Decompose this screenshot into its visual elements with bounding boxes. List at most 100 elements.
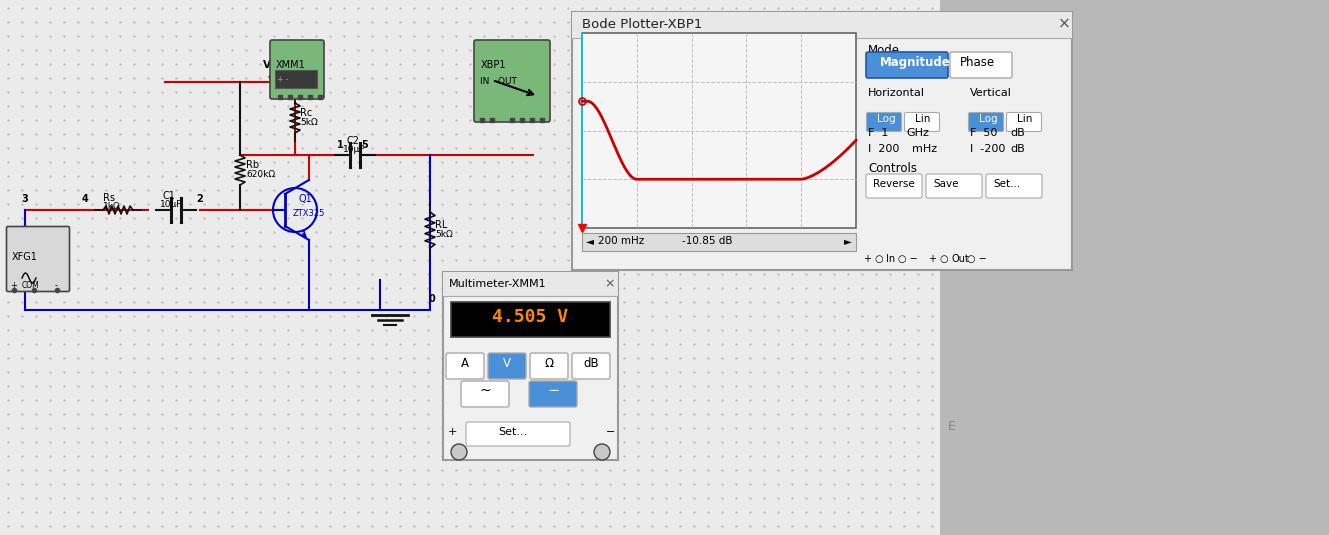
Text: Save: Save <box>933 179 958 189</box>
FancyBboxPatch shape <box>270 40 324 99</box>
Text: + ○: + ○ <box>929 254 949 264</box>
Text: +: + <box>11 281 17 290</box>
Text: Phase: Phase <box>960 56 995 69</box>
Text: A: A <box>461 357 469 370</box>
Text: 10μF: 10μF <box>343 145 365 154</box>
Text: IN   OUT: IN OUT <box>480 77 517 86</box>
Text: XFG1: XFG1 <box>12 252 37 262</box>
Text: -: - <box>54 281 58 290</box>
FancyBboxPatch shape <box>950 52 1011 78</box>
Text: Log: Log <box>877 114 896 124</box>
Text: Set...: Set... <box>993 179 1021 189</box>
FancyBboxPatch shape <box>529 381 577 407</box>
Text: Mode: Mode <box>868 44 900 57</box>
Text: In: In <box>886 254 896 264</box>
Text: C2: C2 <box>346 136 359 146</box>
Text: 4.505 V: 4.505 V <box>492 308 567 326</box>
Text: + -: + - <box>276 75 288 84</box>
Text: 1: 1 <box>336 140 343 150</box>
Bar <box>582 33 856 228</box>
Text: Rb: Rb <box>246 160 259 170</box>
Text: mHz: mHz <box>912 144 937 154</box>
FancyBboxPatch shape <box>466 422 570 446</box>
Text: Ω: Ω <box>545 357 554 370</box>
Text: I  -200: I -200 <box>970 144 1005 154</box>
FancyBboxPatch shape <box>867 112 901 132</box>
Text: 3: 3 <box>21 194 28 204</box>
Text: ×: × <box>603 277 614 290</box>
Text: ○ −: ○ − <box>968 254 986 264</box>
Text: Reverse: Reverse <box>873 179 914 189</box>
Text: Horizontal: Horizontal <box>868 88 925 98</box>
FancyBboxPatch shape <box>867 174 922 198</box>
FancyBboxPatch shape <box>1006 112 1042 132</box>
FancyBboxPatch shape <box>530 353 567 379</box>
Text: dB: dB <box>1010 144 1025 154</box>
Text: 0: 0 <box>429 294 436 304</box>
Text: Controls: Controls <box>868 162 917 175</box>
Text: Log: Log <box>979 114 998 124</box>
Bar <box>571 12 1073 38</box>
Text: C1: C1 <box>162 191 175 201</box>
Text: Out: Out <box>952 254 969 264</box>
FancyBboxPatch shape <box>926 174 982 198</box>
Text: −: − <box>606 427 615 437</box>
FancyBboxPatch shape <box>488 353 526 379</box>
Text: Set...: Set... <box>498 427 528 437</box>
Bar <box>443 272 618 296</box>
Text: 10μF: 10μF <box>159 200 182 209</box>
Text: ○ −: ○ − <box>898 254 918 264</box>
Text: ~: ~ <box>480 384 490 398</box>
Text: 4: 4 <box>81 194 88 204</box>
Text: RL: RL <box>435 220 448 230</box>
FancyBboxPatch shape <box>571 353 610 379</box>
Bar <box>275 70 318 88</box>
Text: 5: 5 <box>361 140 368 150</box>
Text: 5kΩ: 5kΩ <box>300 118 318 127</box>
Text: VCC: VCC <box>268 76 291 86</box>
Text: Rc: Rc <box>300 108 312 118</box>
FancyBboxPatch shape <box>461 381 509 407</box>
FancyBboxPatch shape <box>867 52 948 78</box>
Text: Q1: Q1 <box>298 194 312 204</box>
FancyBboxPatch shape <box>474 40 550 122</box>
FancyBboxPatch shape <box>986 174 1042 198</box>
Text: ×: × <box>1058 16 1071 31</box>
Text: V: V <box>502 357 510 370</box>
Text: dB: dB <box>1010 128 1025 138</box>
Text: -10.85 dB: -10.85 dB <box>682 236 732 246</box>
Text: 200 mHz: 200 mHz <box>598 236 645 246</box>
Bar <box>571 12 1073 270</box>
Text: GHz: GHz <box>906 128 929 138</box>
Bar <box>451 302 610 337</box>
Text: D: D <box>948 225 958 238</box>
Text: Vertical: Vertical <box>970 88 1011 98</box>
Text: COM: COM <box>23 281 40 290</box>
Text: ─: ─ <box>549 384 557 398</box>
Bar <box>582 233 856 251</box>
Text: +: + <box>448 427 457 437</box>
FancyBboxPatch shape <box>7 226 69 292</box>
Text: Lin: Lin <box>914 114 930 124</box>
Text: Bode Plotter-XBP1: Bode Plotter-XBP1 <box>582 18 702 31</box>
Text: Rs: Rs <box>104 193 116 203</box>
Bar <box>443 272 618 460</box>
Text: 5kΩ: 5kΩ <box>435 230 453 239</box>
Text: ZTX325: ZTX325 <box>292 209 326 218</box>
Text: 1kΩ: 1kΩ <box>104 202 121 211</box>
Bar <box>940 0 1329 535</box>
Text: I  200: I 200 <box>868 144 900 154</box>
Text: 2: 2 <box>197 194 203 204</box>
Text: 620kΩ: 620kΩ <box>246 170 275 179</box>
FancyBboxPatch shape <box>447 353 484 379</box>
FancyBboxPatch shape <box>969 112 1003 132</box>
Text: XBP1: XBP1 <box>481 60 506 70</box>
Text: ◄: ◄ <box>586 236 594 246</box>
Text: E: E <box>948 420 956 433</box>
Text: + ○: + ○ <box>864 254 884 264</box>
Text: ►: ► <box>844 236 852 246</box>
Text: F  50: F 50 <box>970 128 997 138</box>
Circle shape <box>451 444 466 460</box>
Text: Multimeter-XMM1: Multimeter-XMM1 <box>449 279 546 289</box>
Text: VCC 12V: VCC 12V <box>263 60 312 70</box>
